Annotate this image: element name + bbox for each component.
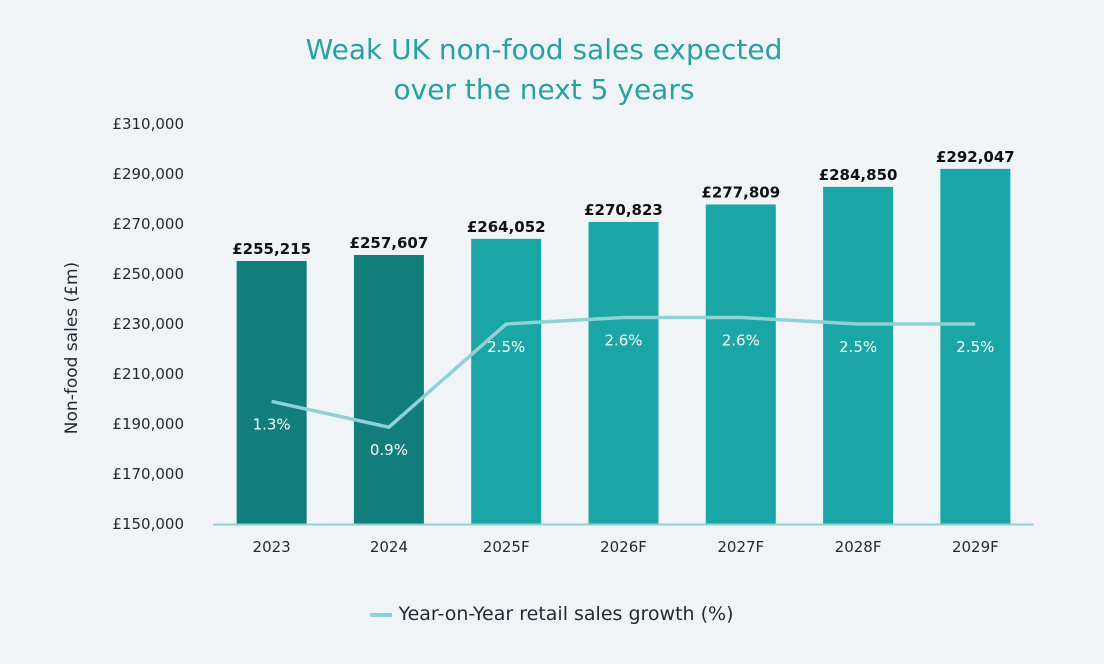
x-tick-label: 2029F <box>952 538 999 556</box>
x-tick-label: 2025F <box>483 538 530 556</box>
growth-data-label: 2.6% <box>722 332 760 350</box>
growth-data-label: 2.5% <box>956 338 994 356</box>
growth-line-group: 1.3% 0.9% 2.5% 2.6% 2.6% 2.5% 2.5% <box>253 315 994 459</box>
legend-label: Year-on-Year retail sales growth (%) <box>398 603 734 625</box>
bar-value-label: £264,052 <box>467 218 546 236</box>
bar <box>471 238 542 524</box>
y-tick-label: £230,000 <box>112 315 184 333</box>
bar <box>705 204 776 525</box>
bar-value-label: £277,809 <box>701 183 780 201</box>
bars <box>236 168 1011 525</box>
chart-title-line-2: over the next 5 years <box>393 73 695 106</box>
growth-data-label: 1.3% <box>253 415 291 433</box>
bar <box>236 260 307 524</box>
x-tick-label: 2027F <box>717 538 764 556</box>
bar-value-label: £284,850 <box>819 166 898 184</box>
growth-data-label: 2.5% <box>839 338 877 356</box>
y-tick-label: £250,000 <box>112 265 184 283</box>
x-tick-label: 2028F <box>835 538 882 556</box>
bar-value-label: £257,607 <box>350 234 429 252</box>
bar <box>588 221 659 524</box>
x-tick-label: 2024 <box>370 538 408 556</box>
y-tick-labels: £150,000 £170,000 £190,000 £210,000 £230,000… <box>112 115 184 533</box>
x-tick-label: 2026F <box>600 538 647 556</box>
chart-plot: £150,000 £170,000 £190,000 £210,000 £230,000… <box>112 115 1034 556</box>
bar-value-label: £255,215 <box>232 240 311 258</box>
y-tick-label: £170,000 <box>112 465 184 483</box>
legend: Year-on-Year retail sales growth (%) <box>0 603 1104 625</box>
bar <box>940 168 1011 524</box>
growth-data-label: 0.9% <box>370 441 408 459</box>
y-tick-label: £310,000 <box>112 115 184 133</box>
x-tick-labels: 2023 2024 2025F 2026F 2027F 2028F 2029F <box>253 538 999 556</box>
bar-value-labels: £255,215 £257,607 £264,052 £270,823 £277,809… <box>232 148 1014 258</box>
chart-title: Weak UK non-food sales expected over the… <box>0 30 1088 110</box>
y-tick-label: £210,000 <box>112 365 184 383</box>
bar-value-label: £292,047 <box>936 148 1015 166</box>
growth-data-label: 2.5% <box>487 338 525 356</box>
growth-line <box>271 315 976 429</box>
bar-value-label: £270,823 <box>584 201 663 219</box>
bar <box>353 254 424 525</box>
y-tick-label: £290,000 <box>112 165 184 183</box>
legend-line-swatch <box>370 613 393 617</box>
y-tick-label: £270,000 <box>112 215 184 233</box>
growth-data-label: 2.6% <box>604 332 642 350</box>
x-tick-label: 2023 <box>253 538 291 556</box>
y-tick-label: £150,000 <box>112 515 184 533</box>
y-tick-label: £190,000 <box>112 415 184 433</box>
bar <box>823 186 894 524</box>
chart-title-line-1: Weak UK non-food sales expected <box>305 33 783 66</box>
